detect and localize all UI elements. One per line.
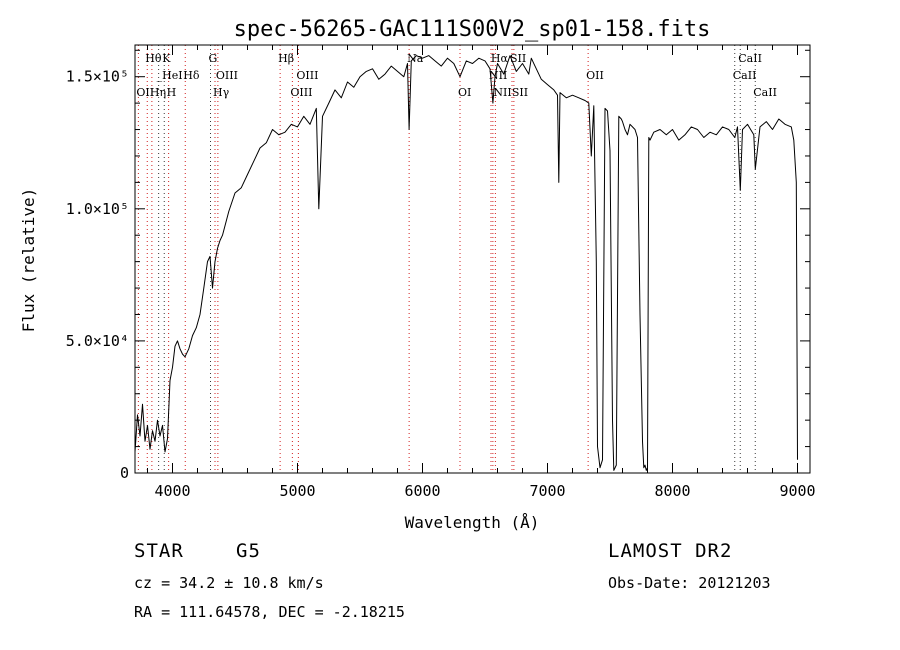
line-label-23: CaII [753,86,777,99]
line-label-7: G [209,52,218,65]
x-tick-label: 7000 [529,482,565,500]
plot-frame [134,44,811,474]
line-label-18: NII [493,86,511,99]
line-label-10: Hβ [278,52,294,65]
line-label-11: OIII [290,86,312,99]
survey-name: LAMOST DR2 [608,540,733,562]
redshift-text: cz = 34.2 ± 10.8 km/s [134,574,324,592]
chart-title: spec-56265-GAC111S00V2_sp01-158.fits [234,17,711,42]
line-label-16: SII [510,52,526,65]
line-label-3: OII [136,86,154,99]
line-label-8: OIII [216,69,238,82]
x-tick-label: 4000 [154,482,190,500]
spectrum-line [134,55,798,471]
line-label-9: Hγ [213,86,230,99]
line-label-1: K [162,52,171,65]
line-label-14: OI [458,86,471,99]
coordinates-text: RA = 111.64578, DEC = -2.18215 [134,603,405,621]
y-tick-label: 1.0×10⁵ [66,200,129,218]
line-label-0: Hθ [145,52,162,65]
x-tick-label: 9000 [779,482,815,500]
y-tick-label: 5.0×10⁴ [66,332,129,350]
line-label-5: H [167,86,177,99]
obs-date-text: Obs-Date: 20121203 [608,574,771,592]
line-label-13: Na [407,52,424,65]
line-label-19: SII [512,86,528,99]
line-label-6: Hδ [183,69,200,82]
line-label-21: CaII [738,52,762,65]
y-tick-label: 1.5×10⁵ [66,68,129,86]
line-label-4: Hη [150,86,166,99]
x-tick-label: 6000 [404,482,440,500]
line-label-2: _HeI [157,69,183,82]
line-label-20: OII [586,69,604,82]
line-label-15: Hα [491,52,509,65]
line-label-17: NII [489,69,507,82]
y-axis-label: Flux (relative) [19,188,38,333]
x-axis-label: Wavelength (Å) [405,513,540,532]
line-label-22: CaII [733,69,757,82]
x-tick-label: 5000 [279,482,315,500]
y-tick-label: 0 [120,464,129,482]
object-class: STAR [134,540,184,562]
object-subclass: G5 [236,540,261,562]
x-tick-label: 8000 [654,482,690,500]
line-label-12: OIII [296,69,318,82]
